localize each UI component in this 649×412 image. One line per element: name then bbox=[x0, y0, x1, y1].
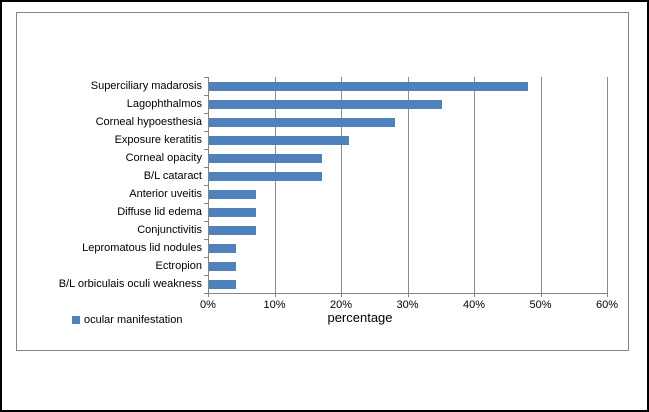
bar bbox=[209, 153, 323, 163]
y-axis-tick bbox=[204, 275, 208, 276]
x-tick-label: 50% bbox=[529, 299, 552, 311]
y-axis-tick bbox=[204, 221, 208, 222]
x-axis-tick bbox=[474, 293, 475, 297]
y-axis-tick bbox=[204, 257, 208, 258]
category-label: Corneal opacity bbox=[125, 152, 202, 164]
y-axis-tick bbox=[204, 167, 208, 168]
category-label: Exposure keratitis bbox=[114, 134, 202, 146]
legend-label: ocular manifestation bbox=[84, 314, 183, 326]
bar bbox=[209, 207, 256, 217]
x-axis-tick bbox=[341, 293, 342, 297]
y-axis-line bbox=[208, 77, 209, 294]
bar bbox=[209, 189, 256, 199]
gridline bbox=[407, 77, 409, 293]
x-tick-label: 20% bbox=[329, 299, 353, 311]
category-label: Corneal hypoesthesia bbox=[95, 116, 202, 128]
gridline bbox=[540, 77, 542, 293]
category-label: Superciliary madarosis bbox=[90, 80, 202, 92]
x-axis-tick bbox=[208, 293, 209, 297]
gridline bbox=[341, 77, 342, 293]
bar bbox=[209, 225, 256, 235]
y-axis-tick bbox=[204, 131, 208, 132]
x-axis-title: percentage bbox=[327, 310, 393, 325]
y-axis-tick bbox=[204, 239, 208, 240]
y-axis-tick bbox=[204, 77, 208, 78]
bar bbox=[209, 99, 442, 109]
bar bbox=[209, 243, 236, 253]
bar bbox=[209, 261, 236, 271]
bar bbox=[209, 171, 323, 181]
plot-area bbox=[209, 77, 608, 293]
category-label: B/L cataract bbox=[143, 170, 202, 182]
x-tick-label: 30% bbox=[396, 299, 419, 311]
y-axis-tick bbox=[204, 185, 208, 186]
gridline bbox=[474, 77, 475, 293]
y-axis-tick bbox=[204, 95, 208, 96]
y-axis-tick bbox=[204, 113, 208, 114]
category-label: Diffuse lid edema bbox=[117, 206, 202, 218]
x-tick-label: 40% bbox=[462, 299, 486, 311]
y-axis-tick bbox=[204, 293, 208, 294]
x-axis-tick bbox=[607, 293, 608, 297]
category-label: Ectropion bbox=[155, 260, 202, 272]
legend: ocular manifestation bbox=[72, 311, 182, 329]
category-label: Lagophthalmos bbox=[126, 98, 202, 110]
bar bbox=[209, 81, 529, 91]
bar bbox=[209, 117, 396, 127]
y-axis-tick bbox=[204, 203, 208, 204]
x-axis-tick bbox=[407, 293, 409, 297]
gridline bbox=[274, 77, 276, 293]
x-tick-label: 0% bbox=[200, 299, 216, 311]
x-tick-label: 60% bbox=[595, 299, 619, 311]
x-tick-label: 10% bbox=[263, 299, 286, 311]
category-label: Lepromatous lid nodules bbox=[82, 242, 202, 254]
bar bbox=[209, 135, 349, 145]
category-label: Conjunctivitis bbox=[137, 224, 202, 236]
gridline bbox=[607, 77, 608, 293]
x-axis-tick bbox=[540, 293, 542, 297]
category-label: B/L orbiculais oculi weakness bbox=[58, 278, 202, 290]
x-axis-tick bbox=[274, 293, 276, 297]
bar bbox=[209, 279, 236, 289]
y-axis-tick bbox=[204, 149, 208, 150]
category-label: Anterior uveitis bbox=[129, 188, 202, 200]
chart-frame bbox=[16, 12, 629, 351]
legend-swatch-icon bbox=[72, 316, 80, 324]
